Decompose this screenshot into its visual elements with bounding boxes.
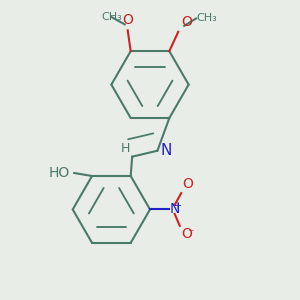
Text: +: + [173,201,181,211]
Text: O: O [183,177,194,191]
Text: N: N [169,202,180,216]
Text: O: O [122,14,133,27]
Text: O: O [181,15,192,29]
Text: CH₃: CH₃ [101,12,122,22]
Text: O: O [181,227,192,241]
Text: HO: HO [49,166,70,180]
Text: N: N [161,143,172,158]
Text: ⁻: ⁻ [187,227,194,240]
Text: H: H [121,142,130,155]
Text: CH₃: CH₃ [196,14,217,23]
